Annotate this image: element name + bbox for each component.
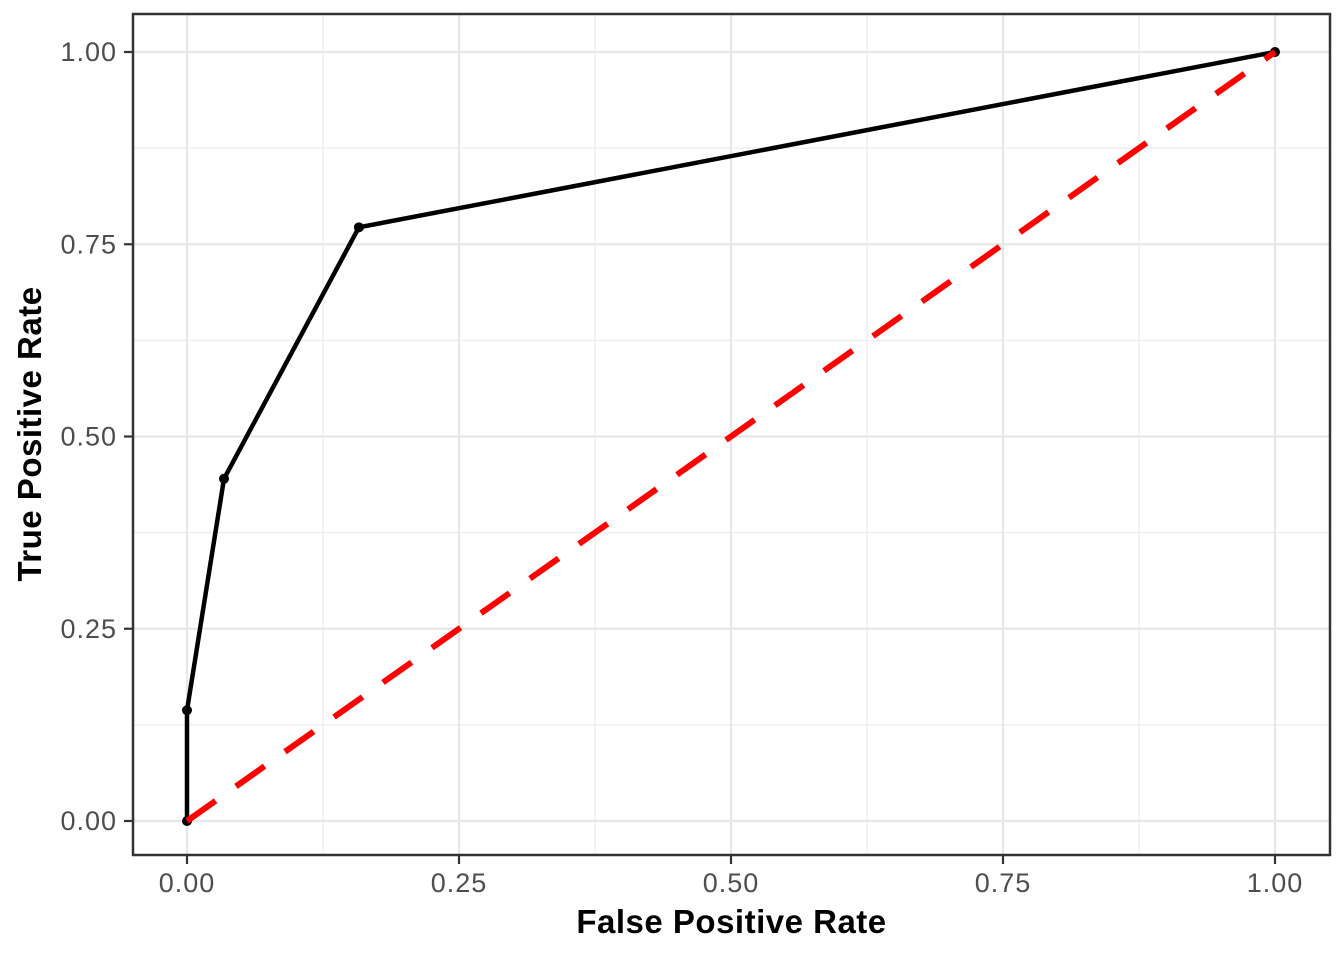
y-tick-label: 0.25 (60, 614, 117, 644)
y-tick-label: 1.00 (60, 37, 117, 67)
x-tick-label: 0.50 (703, 868, 760, 898)
x-axis-title: False Positive Rate (576, 903, 887, 940)
x-tick-label: 1.00 (1247, 868, 1304, 898)
y-axis-title: True Positive Rate (11, 286, 48, 582)
y-tick-label: 0.00 (60, 806, 117, 836)
series-line-1 (185, 49, 1277, 824)
series-point-0 (218, 473, 229, 484)
x-tick-label: 0.00 (159, 868, 216, 898)
y-tick-label: 0.50 (60, 422, 117, 452)
y-tick-label: 0.75 (60, 229, 117, 259)
x-tick-label: 0.25 (431, 868, 488, 898)
series-point-0 (353, 222, 364, 233)
series-point-0 (182, 705, 192, 716)
x-tick-label: 0.75 (975, 868, 1032, 898)
